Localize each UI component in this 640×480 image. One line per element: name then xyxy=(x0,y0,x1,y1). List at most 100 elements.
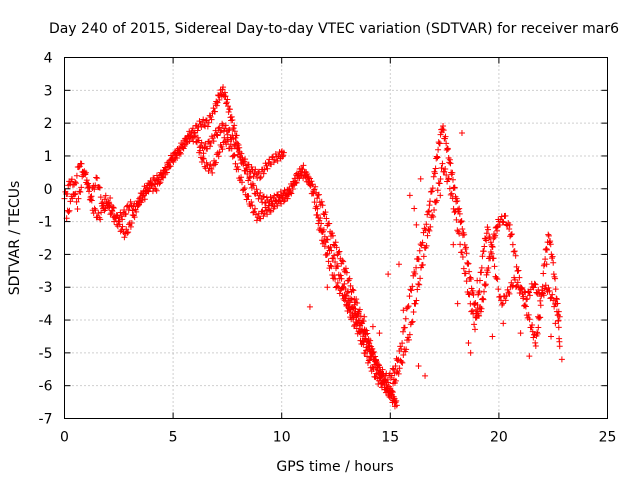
y-tick-label: 4 xyxy=(44,51,53,67)
data-point xyxy=(322,209,329,216)
data-point xyxy=(227,141,234,148)
data-point xyxy=(393,402,400,409)
data-point xyxy=(390,366,397,373)
data-point xyxy=(449,176,456,183)
data-point xyxy=(414,286,421,293)
data-point xyxy=(200,155,207,162)
data-point xyxy=(448,190,455,197)
data-point xyxy=(135,202,142,209)
data-point xyxy=(445,146,452,153)
data-point xyxy=(453,216,460,223)
x-tick-label: 25 xyxy=(599,430,617,446)
data-point xyxy=(208,166,215,173)
data-point xyxy=(324,284,331,291)
data-point xyxy=(543,261,550,268)
data-point xyxy=(115,218,122,225)
data-point xyxy=(441,168,448,175)
data-point xyxy=(552,275,559,282)
data-point xyxy=(324,236,331,243)
data-point xyxy=(458,249,465,256)
data-point xyxy=(391,395,398,402)
data-point xyxy=(377,375,384,382)
data-point xyxy=(266,207,273,214)
data-point xyxy=(240,159,247,166)
data-point xyxy=(526,353,533,360)
data-point xyxy=(347,282,354,289)
data-point xyxy=(311,186,318,193)
data-points xyxy=(61,84,565,410)
data-point xyxy=(400,328,407,335)
data-point xyxy=(406,192,413,199)
data-point xyxy=(65,208,72,215)
data-point xyxy=(442,133,449,140)
data-point xyxy=(348,296,355,303)
y-axis-label: SDTVAR / TECUs xyxy=(7,181,23,296)
data-point xyxy=(457,219,464,226)
data-point xyxy=(490,255,497,262)
data-point xyxy=(542,256,549,263)
data-point xyxy=(444,145,451,152)
data-point xyxy=(69,195,76,202)
data-point xyxy=(464,259,471,266)
data-point xyxy=(306,179,313,186)
data-point xyxy=(385,271,392,278)
data-point xyxy=(208,116,215,123)
data-point xyxy=(490,231,497,238)
data-point xyxy=(238,179,245,186)
data-point xyxy=(379,366,386,373)
data-point xyxy=(499,218,506,225)
data-point xyxy=(99,205,106,212)
data-point xyxy=(428,188,435,195)
data-point xyxy=(482,281,489,288)
data-point xyxy=(271,203,278,210)
data-point xyxy=(492,232,499,239)
data-point xyxy=(197,147,204,154)
data-point xyxy=(388,387,395,394)
data-point xyxy=(74,206,81,213)
data-point xyxy=(424,232,431,239)
data-point xyxy=(395,261,402,268)
data-point xyxy=(109,208,116,215)
data-point xyxy=(139,197,146,204)
data-point xyxy=(212,159,219,166)
data-point xyxy=(280,152,287,159)
data-point xyxy=(463,244,470,251)
data-point xyxy=(337,272,344,279)
data-point xyxy=(109,204,116,211)
data-point xyxy=(449,169,456,176)
data-point xyxy=(446,159,453,166)
data-point xyxy=(427,188,434,195)
data-point xyxy=(474,302,481,309)
data-point xyxy=(439,160,446,167)
data-point xyxy=(210,105,217,112)
data-point xyxy=(179,143,186,150)
data-point xyxy=(509,241,516,248)
data-point xyxy=(150,174,157,181)
x-tick-label: 0 xyxy=(60,430,69,446)
data-point xyxy=(241,185,248,192)
data-point xyxy=(213,131,220,138)
data-point xyxy=(420,253,427,260)
data-point xyxy=(366,346,373,353)
data-point xyxy=(476,288,483,295)
data-point xyxy=(471,321,478,328)
data-point xyxy=(332,239,339,246)
data-point xyxy=(398,358,405,365)
data-point xyxy=(310,190,317,197)
data-point xyxy=(317,215,324,222)
data-point xyxy=(406,293,413,300)
data-point xyxy=(433,153,440,160)
data-point xyxy=(480,296,487,303)
data-point xyxy=(469,287,476,294)
data-point xyxy=(406,331,413,338)
data-point xyxy=(472,326,479,333)
data-point xyxy=(282,190,289,197)
data-point xyxy=(434,187,441,194)
data-point xyxy=(260,170,267,177)
data-point xyxy=(78,160,85,167)
data-point xyxy=(532,339,539,346)
data-point xyxy=(77,189,84,196)
data-point xyxy=(244,170,251,177)
data-point xyxy=(459,254,466,261)
